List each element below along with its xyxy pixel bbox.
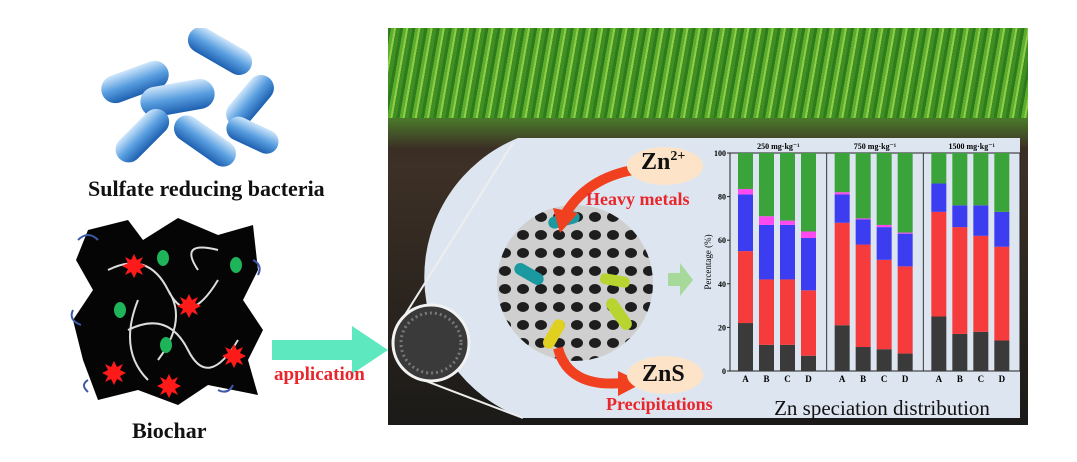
x-tick-label: D xyxy=(902,374,909,384)
bar-segment xyxy=(876,224,892,228)
bar-segment xyxy=(952,153,968,206)
application-arrow-icon xyxy=(272,326,388,374)
bar-segment xyxy=(801,231,816,239)
bar-segment xyxy=(759,216,774,225)
bar-segment xyxy=(952,333,968,371)
bar-segment xyxy=(897,233,913,267)
zn-ion-label: Zn2+ xyxy=(641,149,685,176)
bar-segment xyxy=(834,153,850,193)
bar-segment xyxy=(994,153,1010,212)
bar-segment xyxy=(759,153,774,217)
bar-segment xyxy=(738,251,753,324)
bar-segment xyxy=(834,222,850,326)
sem-biochar-image xyxy=(497,205,653,361)
bar-segment xyxy=(855,219,871,245)
bar-segment xyxy=(834,325,850,371)
bar-segment xyxy=(973,153,989,206)
x-tick-label: A xyxy=(742,374,749,384)
result-arrow-icon xyxy=(668,263,693,296)
bar-segment xyxy=(738,153,753,189)
precipitations-label: Precipitations xyxy=(606,394,713,414)
x-tick-label: B xyxy=(957,374,963,384)
bar-segment xyxy=(738,188,753,195)
bar-segment xyxy=(897,153,913,233)
zn-speciation-chart: Percentage (%) 0 20 40 60 80 100 250 mg·kg⁻¹ A B… xyxy=(703,142,1021,420)
y-tick-label: 0 xyxy=(722,367,726,376)
x-tick-label: B xyxy=(763,374,769,384)
mechanism-panel xyxy=(391,138,1020,419)
bar-segment xyxy=(834,194,850,223)
bar-segment xyxy=(780,220,795,225)
bar-segment xyxy=(855,218,871,220)
bar-segment xyxy=(738,323,753,371)
x-tick-label: C xyxy=(784,374,791,384)
bar-segment xyxy=(973,205,989,236)
bar-segment xyxy=(780,153,795,221)
biochar-label: Biochar xyxy=(132,418,207,443)
bar-segment xyxy=(801,355,816,371)
x-tick-label: A xyxy=(839,374,846,384)
bar-segment xyxy=(834,192,850,195)
bar-segment xyxy=(759,344,774,371)
heavy-metals-label: Heavy metals xyxy=(586,189,690,209)
x-tick-label: D xyxy=(999,374,1006,384)
bar-segment xyxy=(973,331,989,371)
bacteria-label: Sulfate reducing bacteria xyxy=(88,176,325,201)
bar-segment xyxy=(994,211,1010,247)
bar-segment xyxy=(801,153,816,232)
y-tick-label: 100 xyxy=(714,149,726,158)
bar-segment xyxy=(952,205,968,228)
bar-segment xyxy=(931,316,947,371)
y-tick-label: 40 xyxy=(718,280,726,289)
group-label: 750 mg·kg⁻¹ xyxy=(854,142,897,151)
bar-segment xyxy=(876,153,892,225)
bar-segment xyxy=(759,279,774,345)
bar-segment xyxy=(855,347,871,371)
bar-segment xyxy=(801,290,816,356)
bar-segment xyxy=(994,340,1010,371)
x-tick-label: B xyxy=(860,374,866,384)
sulfate-reducing-bacteria-image xyxy=(101,28,279,167)
zn-ion-charge: 2+ xyxy=(670,149,686,164)
bar-segment xyxy=(855,244,871,348)
bar-segment xyxy=(780,279,795,345)
bar-segment xyxy=(897,266,913,354)
y-axis-label: Percentage (%) xyxy=(703,234,713,289)
zns-label: ZnS xyxy=(642,361,685,387)
bar-segment xyxy=(931,211,947,317)
grass xyxy=(388,28,1028,128)
bar-segment xyxy=(855,153,871,219)
precipitation-arrow-icon xyxy=(553,346,624,389)
bar-segment xyxy=(931,183,947,212)
bar-segment xyxy=(897,353,913,371)
bar-segment xyxy=(876,349,892,371)
y-tick-label: 80 xyxy=(718,193,726,202)
bar-segment xyxy=(931,153,947,184)
x-tick-label: C xyxy=(881,374,888,384)
x-tick-label: A xyxy=(936,374,943,384)
bar-segment xyxy=(738,194,753,252)
x-tick-label: D xyxy=(805,374,812,384)
bar-segment xyxy=(780,344,795,371)
bar-segment xyxy=(780,224,795,280)
x-tick-label: C xyxy=(978,374,985,384)
zn-ion-symbol: Zn xyxy=(641,149,671,175)
y-tick-label: 20 xyxy=(718,323,726,332)
biochar-particle-magnified xyxy=(391,303,471,383)
y-tick-label: 60 xyxy=(718,236,726,245)
group-label: 1500 mg·kg⁻¹ xyxy=(948,142,995,151)
bar-segment xyxy=(801,238,816,291)
bar-segment xyxy=(973,235,989,332)
bar-segment xyxy=(876,227,892,260)
group-label: 250 mg·kg⁻¹ xyxy=(757,142,800,151)
chart-title: Zn speciation distribution xyxy=(774,396,990,420)
bar-segment xyxy=(759,224,774,280)
bar-segment xyxy=(952,227,968,334)
bar-segment xyxy=(897,232,913,234)
bar-segment xyxy=(994,246,1010,341)
application-label: application xyxy=(274,364,365,385)
biochar-image xyxy=(70,218,263,405)
bar-segment xyxy=(876,259,892,350)
